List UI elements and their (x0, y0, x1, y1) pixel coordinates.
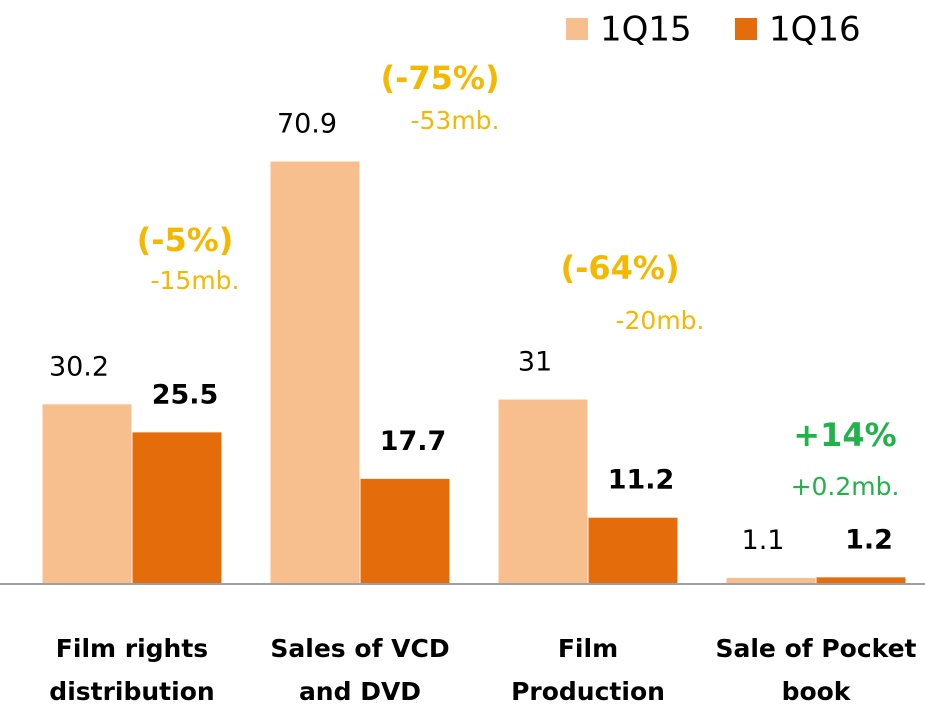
change-amount: -15mb. (150, 266, 239, 295)
data-label: 31 (518, 347, 552, 378)
change-amount: +0.2mb. (791, 472, 900, 501)
data-label: 11.2 (608, 465, 675, 496)
change-amount: -20mb. (615, 306, 704, 335)
legend-label: 1Q16 (769, 10, 861, 50)
x-tick-label: and DVD (299, 677, 421, 706)
data-label: 70.9 (277, 109, 337, 140)
x-tick-label: Sale of Pocket (715, 634, 916, 663)
data-label: 25.5 (152, 379, 219, 410)
x-tick-label: Film rights (56, 634, 208, 663)
x-tick-label: Sales of VCD (270, 634, 449, 663)
data-label: 17.7 (380, 426, 447, 457)
change-percent: +14% (793, 416, 896, 454)
bar (41, 403, 133, 585)
bar (269, 160, 361, 585)
bar (587, 516, 679, 585)
data-label: 1.1 (742, 525, 785, 556)
bar (131, 431, 223, 585)
bar (815, 576, 907, 585)
change-percent: (-5%) (137, 221, 234, 259)
change-percent: (-75%) (380, 59, 499, 97)
change-amount: -53mb. (410, 106, 499, 135)
x-tick-label: Production (511, 677, 665, 706)
x-tick-label: distribution (49, 677, 214, 706)
data-label: 1.2 (845, 524, 893, 555)
change-percent: (-64%) (560, 249, 679, 287)
legend-swatch (566, 18, 588, 40)
x-tick-label: Film (558, 634, 618, 663)
legend-swatch (735, 18, 757, 40)
bar (359, 477, 451, 585)
bar (497, 398, 589, 585)
legend-label: 1Q15 (600, 10, 692, 50)
data-label: 30.2 (49, 351, 109, 382)
x-tick-label: book (782, 677, 852, 706)
